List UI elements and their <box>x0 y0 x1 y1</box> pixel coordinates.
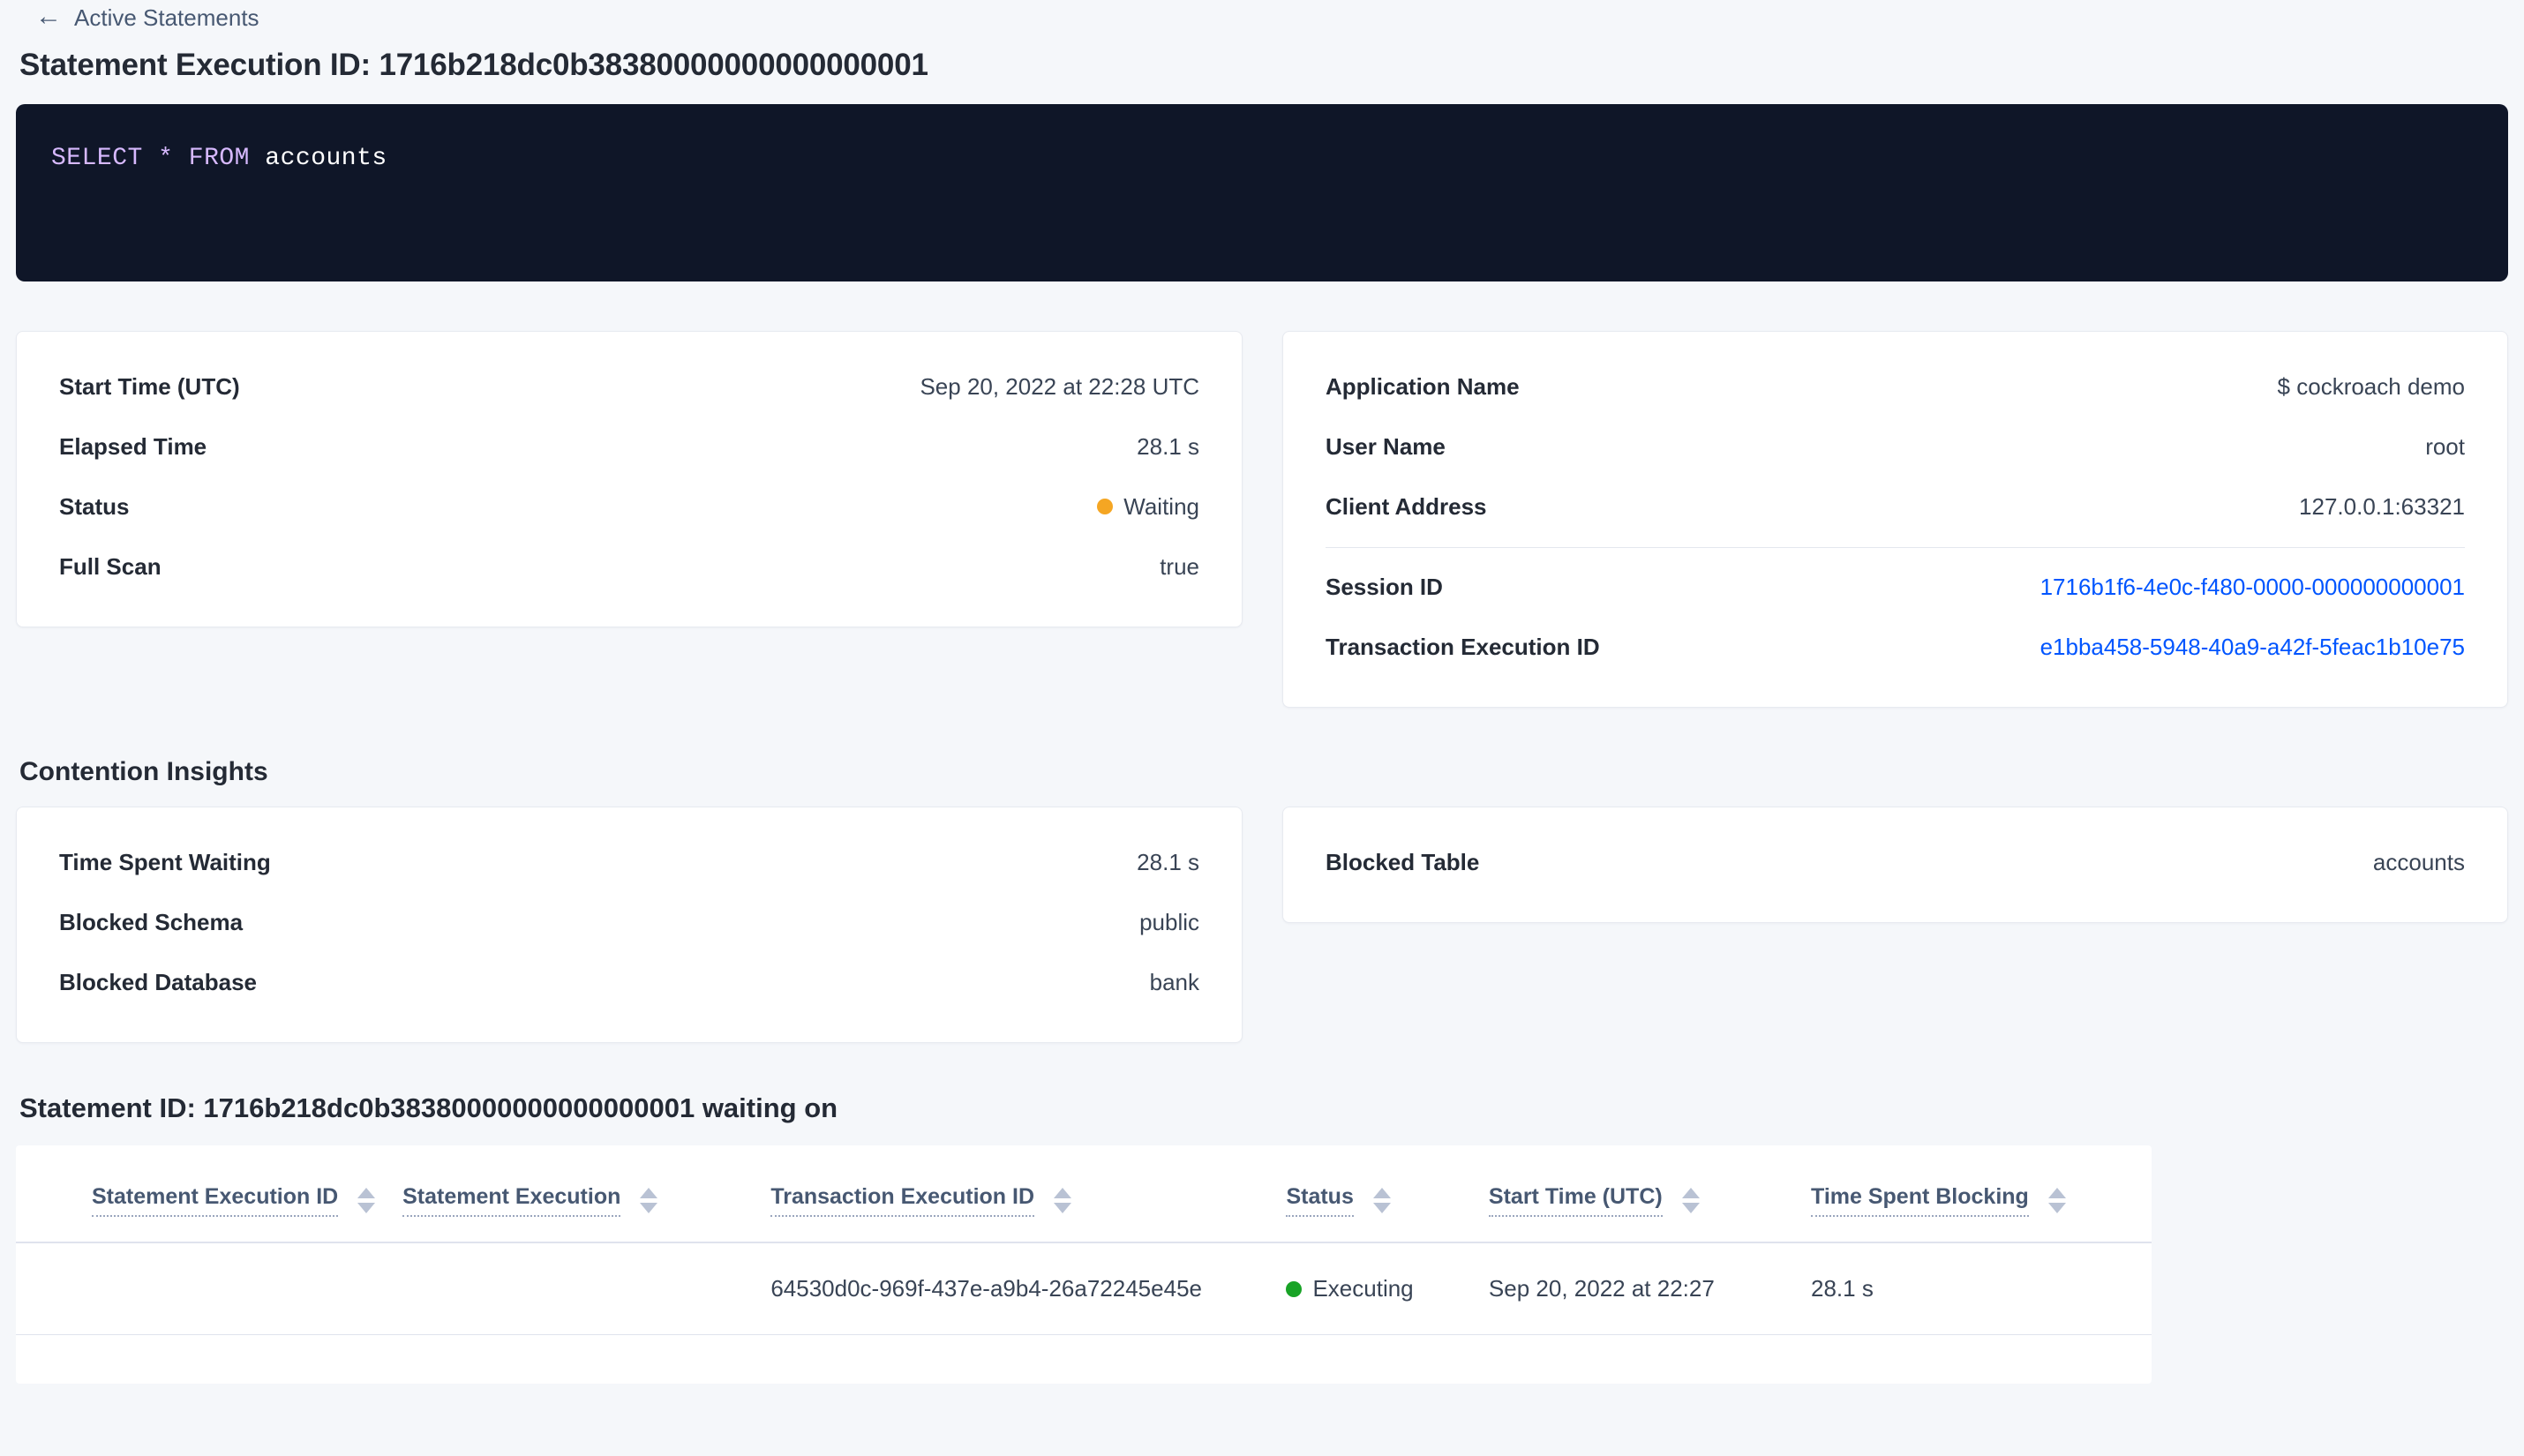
table-body: 64530d0c-969f-437e-a9b4-26a72245e45e Exe… <box>16 1242 2152 1335</box>
detail-row-time-spent-waiting: Time Spent Waiting 28.1 s <box>59 832 1199 892</box>
detail-value: $ cockroach demo <box>2277 372 2465 400</box>
overview-right-column: Application Name $ cockroach demo User N… <box>1282 331 2508 708</box>
sql-operator-star: * <box>158 145 174 172</box>
column-header-statement-execution[interactable]: Statement Execution <box>402 1145 771 1243</box>
detail-value: root <box>2425 432 2465 460</box>
contention-insights-heading: Contention Insights <box>19 757 268 786</box>
column-header-time-spent-blocking[interactable]: Time Spent Blocking <box>1811 1145 2152 1243</box>
sql-identifier-table: accounts <box>265 145 387 172</box>
sort-toggle-icon[interactable] <box>1054 1188 1072 1213</box>
column-label[interactable]: Time Spent Blocking <box>1811 1184 2029 1217</box>
detail-row-session-id: Session ID 1716b1f6-4e0c-f480-0000-00000… <box>1326 557 2465 617</box>
waiting-on-table-container: Statement Execution ID Statement Executi… <box>16 1145 2152 1384</box>
detail-row-blocked-database: Blocked Database bank <box>59 952 1199 1012</box>
sort-toggle-icon[interactable] <box>2047 1188 2066 1213</box>
detail-row-application-name: Application Name $ cockroach demo <box>1326 356 2465 417</box>
detail-label: Status <box>59 492 130 520</box>
cell-status: Executing <box>1286 1242 1489 1335</box>
sort-toggle-icon[interactable] <box>357 1188 376 1213</box>
contention-right-column: Blocked Table accounts <box>1282 807 2508 923</box>
sort-toggle-icon[interactable] <box>1681 1188 1700 1213</box>
detail-label: User Name <box>1326 432 1446 460</box>
overview-left-column: Start Time (UTC) Sep 20, 2022 at 22:28 U… <box>16 331 1243 627</box>
waiting-on-heading: Statement ID: 1716b218dc0b38380000000000… <box>19 1092 838 1123</box>
table-row[interactable]: 64530d0c-969f-437e-a9b4-26a72245e45e Exe… <box>16 1242 2152 1335</box>
column-label[interactable]: Start Time (UTC) <box>1488 1184 1663 1217</box>
session-id-link[interactable]: 1716b1f6-4e0c-f480-0000-000000000001 <box>2039 573 2465 600</box>
detail-value: Sep 20, 2022 at 22:28 UTC <box>920 372 1199 400</box>
cell-transaction-execution-id: 64530d0c-969f-437e-a9b4-26a72245e45e <box>770 1242 1287 1335</box>
detail-value-wrapper: Waiting <box>1097 493 1199 521</box>
column-label[interactable]: Status <box>1286 1184 1354 1217</box>
statement-overview-card: Start Time (UTC) Sep 20, 2022 at 22:28 U… <box>16 331 1243 627</box>
detail-value: 28.1 s <box>1137 432 1199 460</box>
cell-start-time: Sep 20, 2022 at 22:27 <box>1488 1242 1811 1335</box>
detail-value: true <box>1160 552 1199 580</box>
detail-label: Blocked Table <box>1326 848 1480 875</box>
detail-label: Application Name <box>1326 372 1520 400</box>
detail-value: bank <box>1149 968 1199 995</box>
arrow-left-icon: ← <box>35 2 62 31</box>
column-header-transaction-execution-id[interactable]: Transaction Execution ID <box>770 1145 1287 1243</box>
contention-details-card: Time Spent Waiting 28.1 s Blocked Schema… <box>16 807 1243 1043</box>
page-title: Statement Execution ID: 1716b218dc0b3838… <box>19 48 928 82</box>
cell-time-spent-blocking: 28.1 s <box>1811 1242 2152 1335</box>
detail-label: Transaction Execution ID <box>1326 633 1600 660</box>
column-header-start-time[interactable]: Start Time (UTC) <box>1488 1145 1811 1243</box>
detail-label: Session ID <box>1326 573 1443 600</box>
transaction-execution-id-link[interactable]: e1bba458-5948-40a9-a42f-5feac1b10e75 <box>2039 633 2465 660</box>
detail-label: Time Spent Waiting <box>59 848 271 875</box>
detail-label: Start Time (UTC) <box>59 372 240 400</box>
breadcrumb-back-link[interactable]: ← Active Statements <box>16 0 2508 35</box>
column-header-statement-execution-id[interactable]: Statement Execution ID <box>16 1145 403 1243</box>
detail-row-blocked-schema: Blocked Schema public <box>59 892 1199 952</box>
table-header-row: Statement Execution ID Statement Executi… <box>16 1145 2152 1243</box>
status-dot-waiting-icon <box>1097 499 1114 514</box>
breadcrumb-label: Active Statements <box>74 4 259 31</box>
detail-label: Blocked Schema <box>59 908 244 935</box>
cell-statement-execution <box>402 1242 771 1335</box>
detail-row-client-address: Client Address 127.0.0.1:63321 <box>1326 477 2465 537</box>
blocked-table-card: Blocked Table accounts <box>1282 807 2508 923</box>
status-badge: Waiting <box>1123 492 1199 520</box>
detail-row-full-scan: Full Scan true <box>59 537 1199 597</box>
column-label[interactable]: Statement Execution <box>402 1184 621 1217</box>
detail-row-blocked-table: Blocked Table accounts <box>1326 832 2465 892</box>
sort-toggle-icon[interactable] <box>1372 1188 1391 1213</box>
table-header: Statement Execution ID Statement Executi… <box>16 1145 2152 1243</box>
detail-label: Elapsed Time <box>59 432 207 460</box>
sql-keyword-from: FROM <box>188 145 250 172</box>
column-label[interactable]: Transaction Execution ID <box>770 1184 1035 1217</box>
sort-toggle-icon[interactable] <box>640 1188 658 1213</box>
cell-statement-execution-id <box>16 1242 403 1335</box>
detail-row-elapsed-time: Elapsed Time 28.1 s <box>59 417 1199 477</box>
detail-value: 127.0.0.1:63321 <box>2299 492 2465 520</box>
detail-row-status: Status Waiting <box>59 477 1199 537</box>
status-badge: Executing <box>1312 1275 1414 1302</box>
column-header-status[interactable]: Status <box>1286 1145 1489 1243</box>
detail-value: public <box>1139 908 1199 935</box>
detail-label: Full Scan <box>59 552 162 580</box>
detail-row-user-name: User Name root <box>1326 417 2465 477</box>
session-overview-card: Application Name $ cockroach demo User N… <box>1282 331 2508 708</box>
detail-row-start-time: Start Time (UTC) Sep 20, 2022 at 22:28 U… <box>59 356 1199 417</box>
status-dot-executing-icon <box>1286 1280 1303 1297</box>
detail-row-transaction-execution-id: Transaction Execution ID e1bba458-5948-4… <box>1326 617 2465 677</box>
overview-row: Start Time (UTC) Sep 20, 2022 at 22:28 U… <box>16 331 2508 708</box>
sql-statement-code-block: SELECT * FROM accounts <box>16 104 2508 281</box>
card-divider <box>1326 547 2465 548</box>
detail-value: accounts <box>2372 848 2465 875</box>
detail-label: Client Address <box>1326 492 1487 520</box>
detail-value: 28.1 s <box>1137 848 1199 875</box>
waiting-on-table: Statement Execution ID Statement Executi… <box>16 1145 2152 1335</box>
sql-keyword-select: SELECT <box>51 145 143 172</box>
contention-row: Time Spent Waiting 28.1 s Blocked Schema… <box>16 807 2508 1043</box>
detail-label: Blocked Database <box>59 968 257 995</box>
contention-left-column: Time Spent Waiting 28.1 s Blocked Schema… <box>16 807 1243 1043</box>
column-label[interactable]: Statement Execution ID <box>92 1184 339 1217</box>
